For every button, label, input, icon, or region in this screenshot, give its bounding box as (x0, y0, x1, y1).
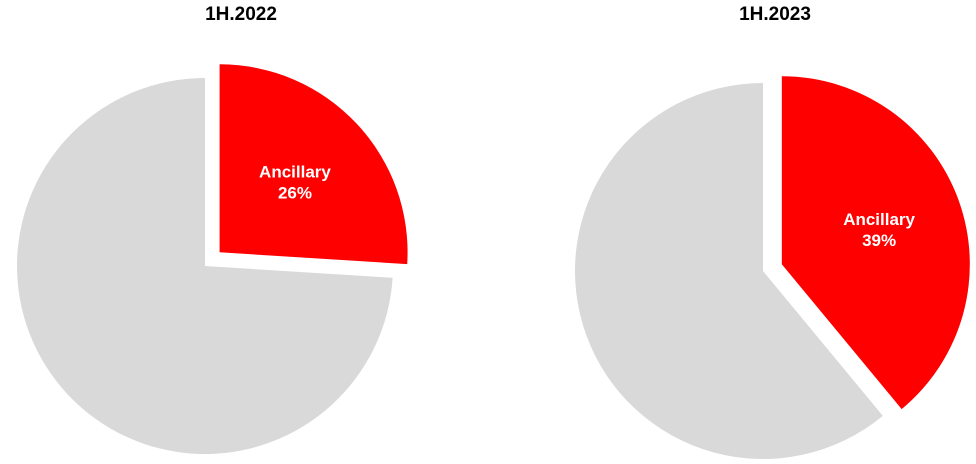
pie-1-slice-1 (574, 83, 883, 460)
pie-1-slice-0 (781, 76, 970, 410)
pie-0-slice-0-value-label: 26% (278, 184, 312, 203)
pie-0-slice-0 (219, 64, 408, 265)
pie-1-slice-0-label: Ancillary (843, 210, 915, 229)
pie-0-slice-0-label: Ancillary (259, 163, 331, 182)
pie-0-slice-1 (16, 78, 393, 455)
chart-title-1h2023: 1H.2023 (739, 4, 811, 25)
pie-1-slice-0-value-label: 39% (862, 231, 896, 250)
chart-title-1h2022: 1H.2022 (205, 4, 277, 25)
